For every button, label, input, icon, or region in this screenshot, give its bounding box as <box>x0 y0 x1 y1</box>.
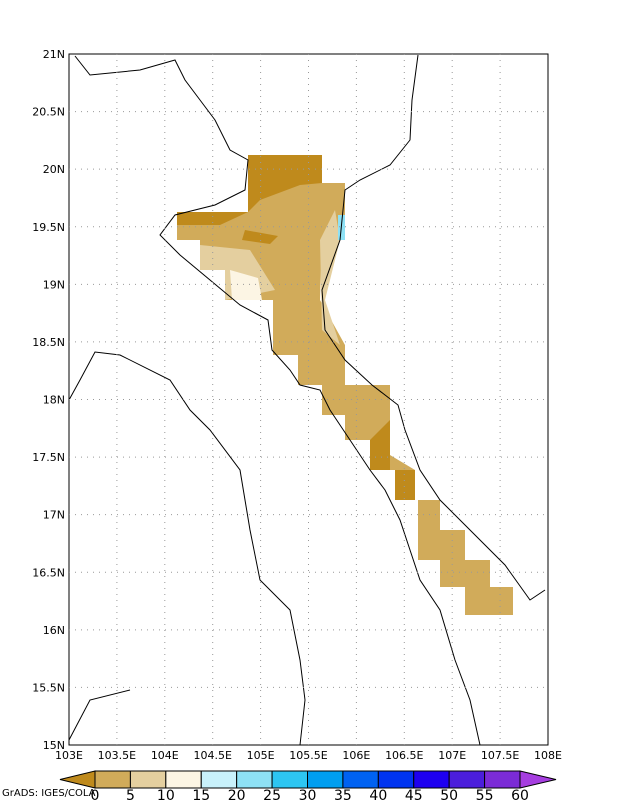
coastlines <box>68 54 546 746</box>
lat-label: 17.5N <box>32 451 65 464</box>
colorbar-swatch <box>342 770 379 789</box>
colorbar-swatch <box>307 770 344 789</box>
lat-label: 18.5N <box>32 336 65 349</box>
lon-label: 103.5E <box>98 749 136 762</box>
colorbar-label: 10 <box>157 788 175 800</box>
credit: GrADS: IGES/COLA <box>2 788 96 799</box>
colorbar-swatch <box>448 770 486 789</box>
lon-label: 105E <box>247 749 275 762</box>
colorbar-swatch <box>200 770 238 789</box>
colorbar-end <box>59 770 96 789</box>
colorbar-label: 40 <box>369 788 387 800</box>
field-dark <box>242 230 278 244</box>
colorbar: 0 5 10 15 20 25 30 35 40 45 50 55 60 <box>59 770 557 804</box>
field-light <box>320 210 340 345</box>
grid: 21N 20.5N 20N 19.5N 19N 18.5N 18N 17.5N 17N 16.5N… <box>32 48 562 762</box>
field-pale <box>230 270 262 300</box>
colorbar-swatch <box>129 770 167 789</box>
lon-label: 104.5E <box>193 749 231 762</box>
field-dark <box>395 470 415 500</box>
lat-label: 20N <box>43 163 65 176</box>
lon-label: 108E <box>534 749 562 762</box>
lat-label: 19.5N <box>32 221 65 234</box>
colorbar-label: 60 <box>511 788 529 800</box>
colorbar-swatch <box>413 770 450 789</box>
colorbar-swatch <box>484 770 521 789</box>
lat-label: 21N <box>43 48 65 61</box>
lat-label: 20.5N <box>32 106 65 119</box>
colorbar-label: 25 <box>263 788 281 800</box>
lon-label: 104E <box>151 749 179 762</box>
field-dark <box>177 155 322 225</box>
lat-label: 15.5N <box>32 681 65 694</box>
colorbar-swatch <box>271 770 309 789</box>
lon-label: 106E <box>342 749 370 762</box>
lat-label: 19N <box>43 278 65 291</box>
colorbar-swatch <box>94 770 131 789</box>
lat-label: 16.5N <box>32 566 65 579</box>
lon-label: 103E <box>55 749 83 762</box>
lat-label: 17N <box>43 509 65 522</box>
lon-label: 106.5E <box>385 749 423 762</box>
colorbar-label: 50 <box>440 788 458 800</box>
colorbar-swatch <box>165 770 202 789</box>
colorbar-swatch <box>377 770 415 789</box>
colorbar-end <box>519 770 557 789</box>
lon-label: 107E <box>438 749 466 762</box>
colorbar-label: 30 <box>299 788 317 800</box>
colorbar-label: 5 <box>126 788 135 800</box>
colorbar-swatch <box>236 770 273 789</box>
lat-label: 16N <box>43 624 65 637</box>
precip-field <box>177 155 513 615</box>
lon-label: 105.5E <box>289 749 327 762</box>
colorbar-label: 15 <box>192 788 210 800</box>
lat-label: 15N <box>43 739 65 752</box>
colorbar-label: 0 <box>91 788 100 800</box>
colorbar-label: 35 <box>334 788 352 800</box>
colorbar-label: 55 <box>476 788 494 800</box>
colorbar-label: 45 <box>405 788 423 800</box>
lat-label: 18N <box>43 394 65 407</box>
lon-label: 107.5E <box>481 749 519 762</box>
colorbar-label: 20 <box>228 788 246 800</box>
